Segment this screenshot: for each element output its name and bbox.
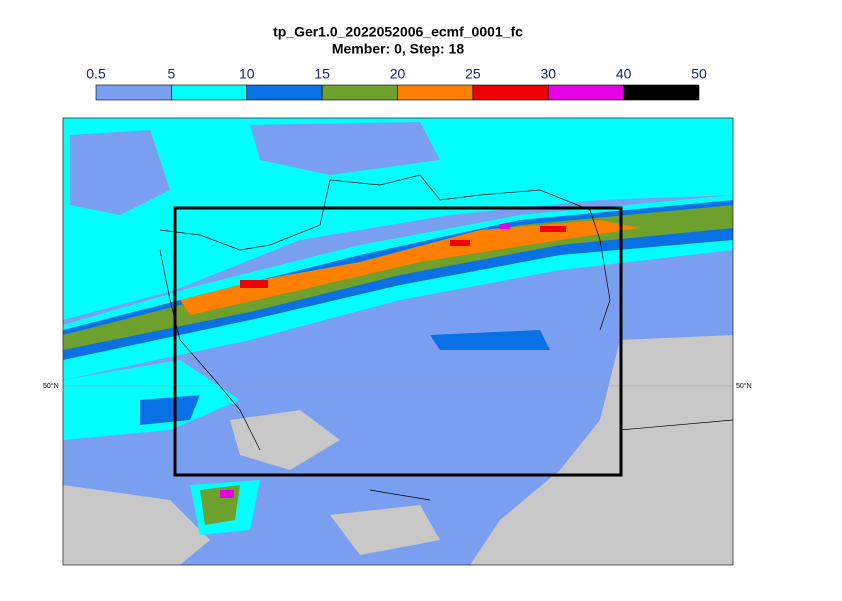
colorbar-tick-label: 0.5 [86, 66, 106, 82]
colorbar-segment [472, 84, 549, 101]
lat-label: 50°N [43, 382, 59, 390]
land-grey [63, 485, 210, 565]
colorbar-tick-label: 10 [239, 66, 255, 82]
field-red [450, 240, 470, 246]
map-frame [62, 117, 734, 566]
field-magenta [500, 224, 510, 229]
field-base [70, 130, 170, 215]
colorbar: 0.5 5 10 15 20 25 30 40 50 [86, 66, 707, 101]
colorbar-tick-label: 15 [314, 66, 330, 82]
colorbar-segment [171, 84, 248, 101]
field-blue [140, 395, 200, 425]
colorbar-tick-label: 5 [167, 66, 175, 82]
colorbar-segment [321, 84, 398, 101]
field-red [240, 280, 268, 288]
field-green [63, 205, 733, 350]
colorbar-segment [623, 84, 700, 101]
field-cyan [63, 118, 733, 320]
colorbar-tick-label: 40 [616, 66, 632, 82]
colorbar-segment [547, 84, 624, 101]
colorbar-segment [246, 84, 323, 101]
colorbar-tick-label: 30 [540, 66, 556, 82]
field-red [540, 226, 566, 232]
domain-box [173, 206, 623, 477]
field-base [250, 122, 440, 175]
title: tp_Ger1.0_2022052006_ecmf_0001_fc [273, 24, 523, 40]
map-field [63, 118, 733, 565]
colorbar-tick-label: 20 [390, 66, 406, 82]
subtitle: Member: 0, Step: 18 [332, 41, 464, 57]
land-grey [230, 410, 340, 470]
field-blue [430, 330, 550, 350]
field-magenta [220, 490, 234, 498]
land-grey [470, 335, 733, 565]
lat-label: 50°N [736, 382, 752, 390]
colorbar-segment [95, 84, 172, 101]
coastline [159, 174, 733, 501]
land-grey [330, 505, 440, 555]
colorbar-tick-label: 25 [465, 66, 481, 82]
colorbar-tick-label: 50 [691, 66, 707, 82]
field-orange [180, 220, 640, 315]
colorbar-segment [397, 84, 474, 101]
